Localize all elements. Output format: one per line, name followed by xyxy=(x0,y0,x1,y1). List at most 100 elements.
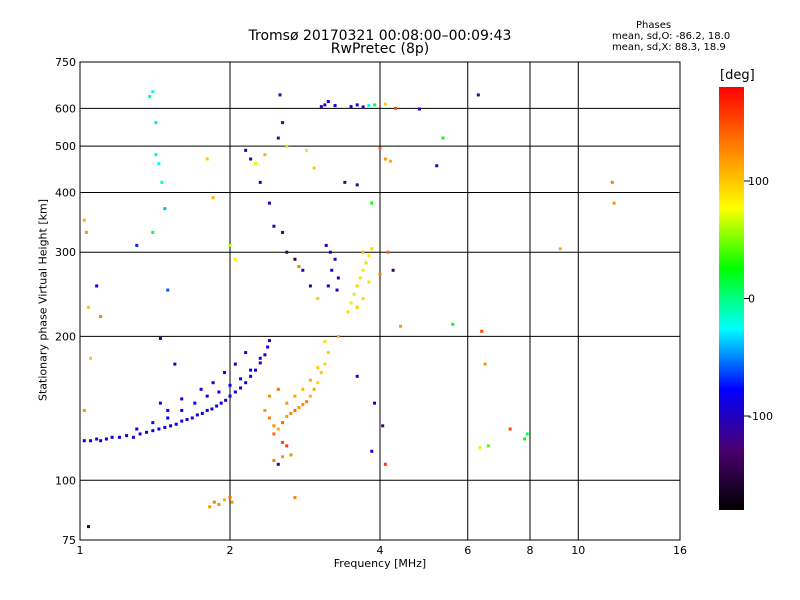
data-point xyxy=(200,411,204,415)
data-point xyxy=(219,401,223,405)
data-point xyxy=(163,425,167,429)
data-point xyxy=(285,250,289,254)
data-point xyxy=(151,429,155,433)
data-point xyxy=(84,230,88,234)
data-point xyxy=(297,265,301,269)
data-point xyxy=(301,387,305,391)
data-point xyxy=(272,432,276,436)
data-point xyxy=(258,356,262,360)
data-point xyxy=(483,362,487,366)
data-point xyxy=(244,148,248,152)
data-point xyxy=(346,310,350,314)
data-point xyxy=(281,421,285,425)
data-point xyxy=(612,201,616,205)
data-point xyxy=(180,419,184,423)
data-point xyxy=(272,458,276,462)
data-point xyxy=(205,408,209,412)
data-point xyxy=(157,161,161,165)
data-point xyxy=(323,340,327,344)
data-point xyxy=(211,196,215,200)
data-point xyxy=(370,247,374,251)
data-point xyxy=(266,345,270,349)
data-point xyxy=(389,159,393,163)
phase-stats-o: mean, sd,O: -86.2, 18.0 xyxy=(612,31,731,42)
data-point xyxy=(319,371,323,375)
data-point xyxy=(361,297,365,301)
data-point xyxy=(435,164,439,168)
y-tick-label: 400 xyxy=(55,186,76,199)
data-point xyxy=(349,301,353,305)
data-point xyxy=(386,250,390,254)
data-point xyxy=(135,427,139,431)
data-point xyxy=(276,462,280,466)
data-point xyxy=(263,408,267,412)
data-point xyxy=(508,427,512,431)
data-point xyxy=(308,394,312,398)
data-point xyxy=(195,413,199,417)
data-point xyxy=(86,305,90,309)
data-point xyxy=(399,324,403,328)
data-point xyxy=(523,437,527,441)
data-point xyxy=(293,496,297,500)
data-point xyxy=(330,268,334,272)
data-point xyxy=(378,146,382,150)
data-point xyxy=(117,435,121,439)
colorbar-tick-label: 100 xyxy=(748,175,769,188)
data-point xyxy=(233,362,237,366)
data-point xyxy=(180,397,184,401)
data-point xyxy=(367,254,371,258)
data-point xyxy=(211,381,215,385)
data-point xyxy=(166,288,170,292)
x-tick-label: 4 xyxy=(377,544,384,557)
data-point xyxy=(301,403,305,407)
data-point xyxy=(190,416,194,420)
data-point xyxy=(352,292,356,296)
data-point xyxy=(289,453,293,457)
data-point xyxy=(364,261,368,265)
data-point xyxy=(297,405,301,409)
data-point xyxy=(333,257,337,261)
data-point xyxy=(110,435,114,439)
data-point xyxy=(525,432,529,436)
data-point xyxy=(276,427,280,431)
data-point xyxy=(285,414,289,418)
data-point xyxy=(323,103,327,107)
data-point xyxy=(336,334,340,338)
data-point xyxy=(316,297,320,301)
data-point xyxy=(361,268,365,272)
data-point xyxy=(99,315,103,319)
data-point xyxy=(267,201,271,205)
data-point xyxy=(378,272,382,276)
data-point xyxy=(361,105,365,109)
data-point xyxy=(239,377,243,381)
data-point xyxy=(166,408,170,412)
data-point xyxy=(135,243,139,247)
data-point xyxy=(157,427,161,431)
data-point xyxy=(355,305,359,309)
data-point xyxy=(293,394,297,398)
data-point xyxy=(228,243,232,247)
data-point xyxy=(476,93,480,97)
data-point xyxy=(239,386,243,390)
data-point xyxy=(131,435,135,439)
data-point xyxy=(373,103,377,107)
data-point xyxy=(89,439,93,443)
colorbar-ticks: 100 0 -100 xyxy=(744,175,773,423)
data-point xyxy=(355,103,359,107)
data-point xyxy=(223,371,227,375)
data-point xyxy=(336,276,340,280)
data-point xyxy=(272,424,276,428)
data-point xyxy=(249,374,253,378)
data-point xyxy=(158,401,162,405)
data-point xyxy=(312,387,316,391)
data-point xyxy=(82,439,86,443)
data-point xyxy=(281,230,285,234)
data-point xyxy=(480,329,484,333)
data-point xyxy=(86,525,90,529)
data-point xyxy=(285,401,289,405)
data-point xyxy=(253,368,257,372)
data-point xyxy=(215,404,219,408)
data-point xyxy=(82,408,86,412)
data-point xyxy=(244,351,248,355)
